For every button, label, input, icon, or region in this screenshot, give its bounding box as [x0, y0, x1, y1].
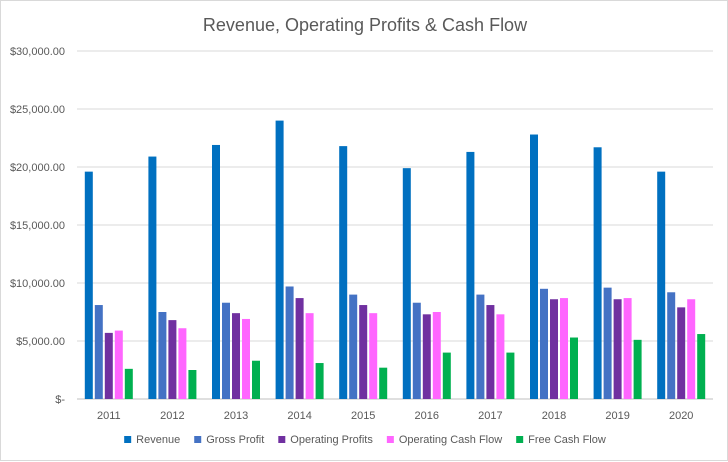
bar-gross-profit-2017 [476, 294, 485, 399]
y-tick-label: $15,000.00 [10, 220, 65, 232]
bar-operating-profits-2019 [613, 299, 622, 399]
bar-operating-cash-flow-2020 [687, 299, 696, 399]
x-tick-label: 2018 [542, 410, 566, 422]
legend-item: Gross Profit [194, 434, 264, 446]
chart-title: Revenue, Operating Profits & Cash Flow [203, 15, 528, 35]
bar-operating-profits-2014 [295, 298, 304, 399]
legend: Revenue Gross Profit Operating Profits Oper… [124, 434, 606, 446]
x-tick-label: 2016 [415, 410, 439, 422]
bar-free-cash-flow-2020 [697, 334, 706, 399]
y-tick-label: $30,000.00 [10, 46, 65, 58]
legend-item: Revenue [124, 434, 180, 446]
legend-swatch [124, 436, 132, 443]
legend-label: Operating Profits [290, 434, 373, 446]
bar-operating-profits-2016 [422, 314, 431, 399]
bar-free-cash-flow-2016 [442, 352, 451, 399]
legend-item: Free Cash Flow [516, 434, 606, 446]
bar-gross-profit-2014 [285, 286, 294, 399]
bar-revenue-2013 [212, 144, 220, 399]
bars [84, 120, 706, 399]
bar-operating-cash-flow-2014 [305, 313, 314, 399]
bar-revenue-2015 [339, 146, 348, 399]
bar-operating-cash-flow-2017 [496, 314, 505, 399]
y-tick-label: $10,000.00 [10, 278, 65, 290]
bar-gross-profit-2019 [603, 287, 612, 399]
bar-gross-profit-2011 [94, 305, 103, 399]
y-tick-label: $20,000.00 [10, 162, 65, 174]
x-tick-label: 2012 [160, 410, 184, 422]
bar-revenue-2018 [530, 134, 538, 399]
bar-gross-profit-2018 [540, 288, 548, 399]
bar-free-cash-flow-2011 [124, 368, 133, 399]
bar-operating-profits-2012 [168, 320, 177, 399]
legend-swatch [386, 436, 394, 443]
bar-revenue-2016 [402, 168, 411, 399]
y-tick-label: $- [55, 394, 65, 406]
bar-operating-profits-2017 [486, 305, 495, 399]
legend-label: Operating Cash Flow [399, 434, 502, 446]
bar-operating-cash-flow-2015 [369, 313, 378, 399]
bar-revenue-2014 [275, 120, 284, 399]
bar-free-cash-flow-2018 [570, 337, 578, 399]
bar-operating-profits-2018 [550, 299, 558, 399]
x-tick-label: 2014 [287, 410, 311, 422]
y-axis-tick-labels: $- $5,000.00 $10,000.00 $15,000.00 $20,000.0… [10, 46, 65, 406]
bar-operating-profits-2020 [677, 307, 686, 399]
x-axis-tick-labels: 2011 2012 2013 2014 2015 2016 2017 2018 2019 2020 [97, 410, 693, 422]
x-tick-label: 2019 [605, 410, 629, 422]
bar-operating-cash-flow-2013 [242, 318, 250, 399]
legend-label: Gross Profit [206, 434, 264, 446]
legend-label: Free Cash Flow [528, 434, 606, 446]
bar-revenue-2019 [593, 147, 602, 399]
bar-operating-profits-2013 [232, 313, 240, 399]
bar-free-cash-flow-2014 [315, 363, 324, 399]
bar-revenue-2012 [148, 156, 157, 399]
legend-label: Revenue [136, 434, 180, 446]
legend-item: Operating Cash Flow [386, 434, 502, 446]
bar-free-cash-flow-2017 [506, 352, 515, 399]
bar-free-cash-flow-2019 [633, 339, 642, 399]
bar-operating-cash-flow-2016 [432, 312, 441, 399]
bar-gross-profit-2012 [158, 312, 167, 399]
x-tick-label: 2011 [97, 410, 121, 422]
bar-gross-profit-2020 [667, 292, 676, 399]
bar-operating-cash-flow-2011 [114, 330, 123, 399]
x-tick-label: 2017 [478, 410, 502, 422]
y-tick-label: $25,000.00 [10, 104, 65, 116]
y-tick-label: $5,000.00 [16, 336, 65, 348]
bar-gross-profit-2015 [349, 294, 358, 399]
bar-revenue-2017 [466, 151, 475, 399]
bar-gross-profit-2013 [222, 302, 230, 399]
bar-free-cash-flow-2012 [188, 370, 197, 399]
legend-swatch [516, 436, 524, 443]
bar-operating-profits-2015 [359, 305, 368, 399]
bar-revenue-2020 [657, 171, 666, 399]
legend-swatch [194, 436, 202, 443]
legend-item: Operating Profits [278, 434, 373, 446]
bar-revenue-2011 [84, 171, 93, 399]
x-tick-label: 2015 [351, 410, 375, 422]
bar-operating-cash-flow-2012 [178, 328, 187, 399]
legend-swatch [278, 436, 286, 443]
bar-free-cash-flow-2015 [379, 367, 388, 399]
bar-free-cash-flow-2013 [252, 360, 260, 399]
bar-operating-profits-2011 [104, 332, 113, 399]
bar-operating-cash-flow-2018 [560, 298, 568, 399]
x-tick-label: 2013 [224, 410, 248, 422]
x-tick-label: 2020 [669, 410, 693, 422]
bar-operating-cash-flow-2019 [623, 298, 632, 399]
bar-gross-profit-2016 [412, 302, 421, 399]
